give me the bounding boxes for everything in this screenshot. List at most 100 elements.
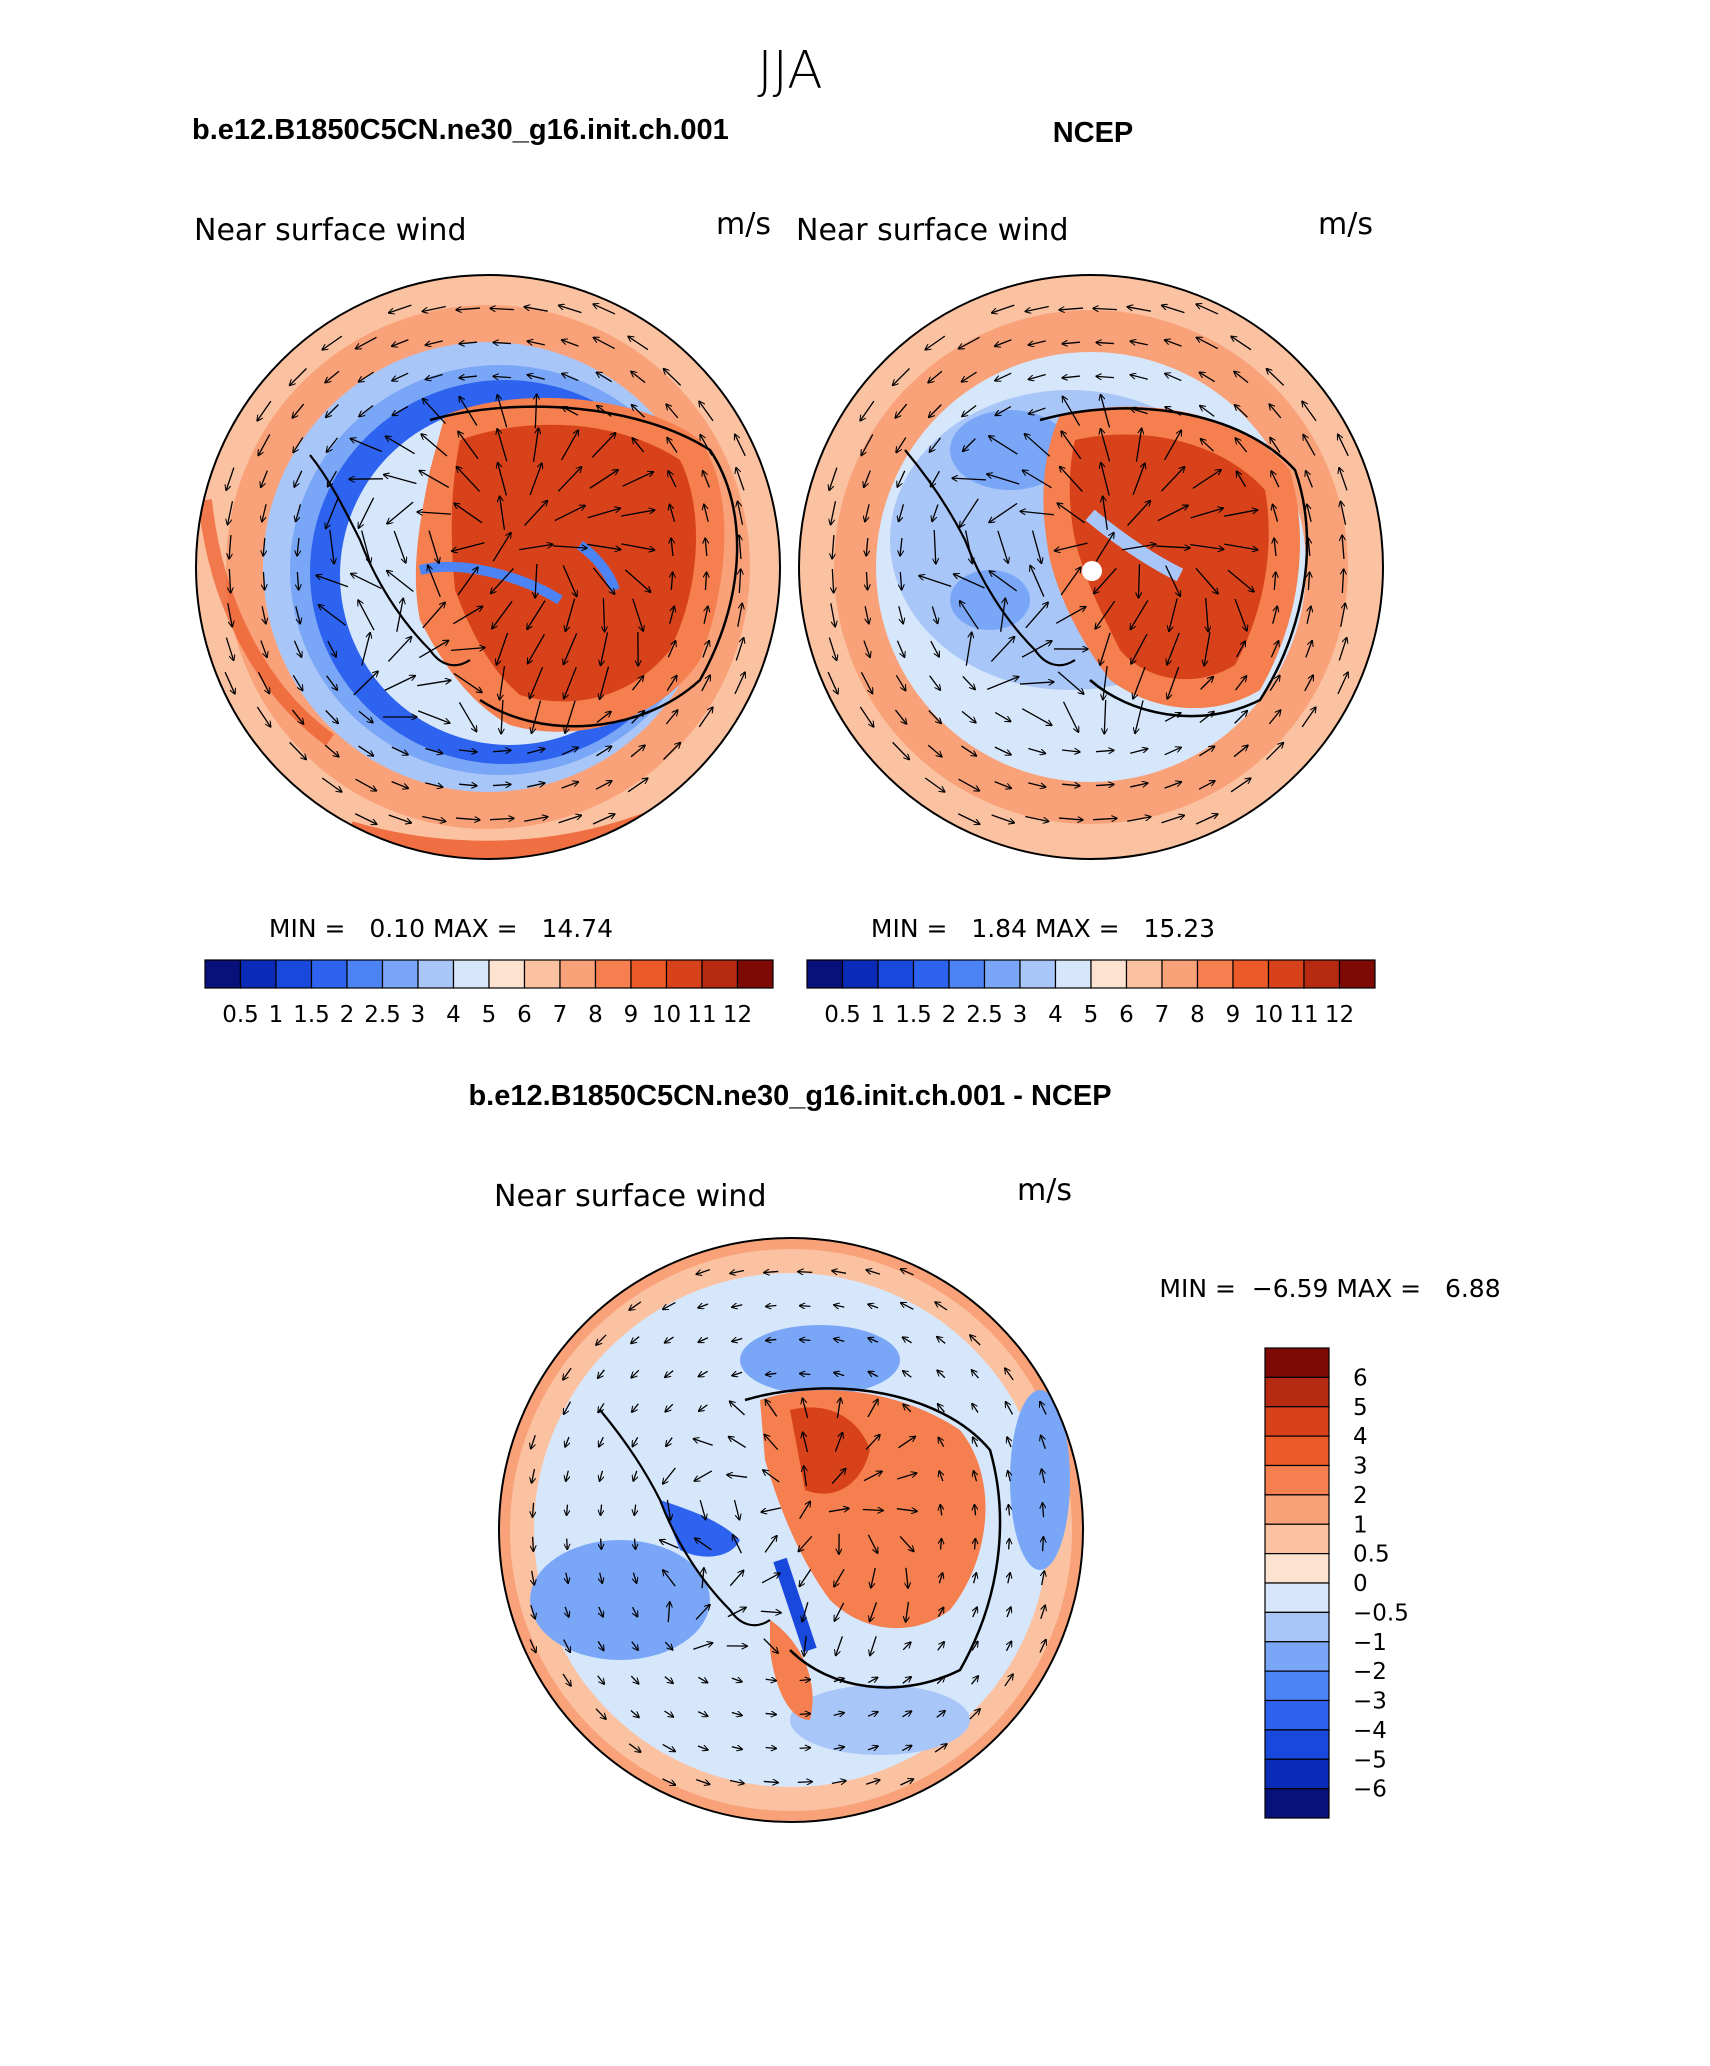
model-colorbar-swatch bbox=[418, 960, 454, 988]
diff-colorbar-tick-label: 0.5 bbox=[1353, 1542, 1390, 1568]
model-colorbar-swatch bbox=[631, 960, 667, 988]
obs-colorbar-swatch bbox=[1091, 960, 1127, 988]
diff-wind-field bbox=[499, 1238, 1083, 1822]
diff-colorbar-swatch bbox=[1265, 1730, 1329, 1759]
diff-panel-header: b.e12.B1850C5CN.ne30_g16.init.ch.001 - N… bbox=[468, 1080, 1111, 1112]
obs-colorbar-tick-label: 7 bbox=[1155, 1002, 1170, 1028]
obs-colorbar-swatch bbox=[1269, 960, 1305, 988]
model-wind-field bbox=[196, 275, 780, 859]
model-colorbar-swatch bbox=[702, 960, 738, 988]
obs-minmax-stats: MIN = 1.84 MAX = 15.23 bbox=[871, 914, 1215, 943]
diff-colorbar-tick-label: 0 bbox=[1353, 1571, 1368, 1597]
diff-colorbar-tick-label: 6 bbox=[1353, 1365, 1368, 1391]
diff-colorbar-swatch bbox=[1265, 1671, 1329, 1700]
model-colorbar-tick-label: 0.5 bbox=[222, 1002, 259, 1028]
model-colorbar-swatch bbox=[241, 960, 277, 988]
model-colorbar-swatch bbox=[738, 960, 774, 988]
obs-colorbar-swatch bbox=[1304, 960, 1340, 988]
wind-vector-arrow bbox=[800, 1340, 811, 1341]
page-title: JJA bbox=[757, 41, 822, 101]
wind-vector-arrow bbox=[533, 1537, 534, 1551]
diff-colorbar-swatch bbox=[1265, 1466, 1329, 1495]
obs-colorbar-swatch bbox=[807, 960, 843, 988]
obs-colorbar-tick-label: 6 bbox=[1119, 1002, 1134, 1028]
diff-colorbar-swatch bbox=[1265, 1642, 1329, 1671]
wind-vector-arrow bbox=[975, 1539, 976, 1550]
diff-colorbar-swatch bbox=[1265, 1348, 1329, 1377]
model-colorbar-tick-label: 8 bbox=[588, 1002, 603, 1028]
obs-colorbar-tick-label: 0.5 bbox=[824, 1002, 861, 1028]
model-minmax-stats: MIN = 0.10 MAX = 14.74 bbox=[269, 914, 613, 943]
obs-colorbar-swatch bbox=[1340, 960, 1376, 988]
model-colorbar-swatch bbox=[596, 960, 632, 988]
obs-wind-field bbox=[799, 275, 1383, 859]
model-units-label: m/s bbox=[716, 207, 771, 242]
model-colorbar-swatch bbox=[560, 960, 596, 988]
obs-colorbar-tick-label: 2 bbox=[942, 1002, 957, 1028]
wind-vector-arrow bbox=[1043, 1537, 1044, 1551]
obs-colorbar-swatch bbox=[914, 960, 950, 988]
model-colorbar-tick-label: 5 bbox=[482, 1002, 497, 1028]
diff-colorbar-tick-label: −5 bbox=[1353, 1747, 1387, 1773]
model-colorbar-tick-label: 6 bbox=[517, 1002, 532, 1028]
wind-vector-arrow bbox=[800, 1306, 811, 1307]
obs-colorbar-swatch bbox=[1233, 960, 1269, 988]
diff-colorbar-swatch bbox=[1265, 1612, 1329, 1641]
model-colorbar-swatch bbox=[276, 960, 312, 988]
model-colorbar-tick-label: 2 bbox=[340, 1002, 355, 1028]
model-colorbar-tick-label: 4 bbox=[446, 1002, 461, 1028]
model-colorbar-swatch bbox=[383, 960, 419, 988]
model-colorbar-tick-label: 3 bbox=[411, 1002, 426, 1028]
model-colorbar-swatch bbox=[347, 960, 383, 988]
model-colorbar-tick-label: 9 bbox=[624, 1002, 639, 1028]
model-colorbar-tick-label: 1 bbox=[269, 1002, 284, 1028]
diff-colorbar-swatch bbox=[1265, 1436, 1329, 1465]
obs-colorbar-tick-label: 1.5 bbox=[895, 1002, 932, 1028]
obs-colorbar-swatch bbox=[949, 960, 985, 988]
obs-colorbar-tick-label: 12 bbox=[1325, 1002, 1354, 1028]
obs-colorbar-tick-label: 4 bbox=[1048, 1002, 1063, 1028]
obs-colorbar-swatch bbox=[1020, 960, 1056, 988]
diff-colorbar-swatch bbox=[1265, 1524, 1329, 1553]
diff-colorbar-tick-label: −1 bbox=[1353, 1630, 1387, 1656]
diff-colorbar-swatch bbox=[1265, 1554, 1329, 1583]
diff-colorbar-swatch bbox=[1265, 1583, 1329, 1612]
obs-colorbar-swatch bbox=[843, 960, 879, 988]
diff-colorbar-tick-label: −6 bbox=[1353, 1777, 1387, 1803]
model-colorbar-tick-label: 7 bbox=[553, 1002, 568, 1028]
diff-colorbar-tick-label: 3 bbox=[1353, 1454, 1368, 1480]
model-colorbar-swatch bbox=[312, 960, 348, 988]
diff-colorbar-swatch bbox=[1265, 1495, 1329, 1524]
obs-colorbar-swatch bbox=[1127, 960, 1163, 988]
wind-vector-arrow bbox=[800, 1748, 811, 1749]
diff-colorbar-tick-label: 5 bbox=[1353, 1395, 1368, 1421]
model-colorbar-swatch bbox=[667, 960, 703, 988]
model-colorbar-tick-label: 2.5 bbox=[364, 1002, 401, 1028]
obs-colorbar-swatch bbox=[985, 960, 1021, 988]
diff-colorbar-tick-label: −0.5 bbox=[1353, 1600, 1409, 1626]
model-colorbar-tick-label: 1.5 bbox=[293, 1002, 330, 1028]
wind-vector-arrow bbox=[601, 1539, 602, 1550]
obs-polar-map bbox=[799, 275, 1383, 859]
model-colorbar-swatch bbox=[525, 960, 561, 988]
obs-panel-header: NCEP bbox=[1053, 117, 1134, 149]
wind-vector-arrow bbox=[798, 1272, 812, 1273]
obs-colorbar-tick-label: 2.5 bbox=[966, 1002, 1003, 1028]
diff-colorbar-tick-label: 4 bbox=[1353, 1424, 1368, 1450]
obs-colorbar-swatch bbox=[878, 960, 914, 988]
diff-minmax-stats: MIN = −6.59 MAX = 6.88 bbox=[1159, 1274, 1500, 1303]
obs-variable-label: Near surface wind bbox=[796, 213, 1069, 248]
obs-units-label: m/s bbox=[1318, 207, 1373, 242]
wind-vector-arrow bbox=[800, 1714, 811, 1715]
model-colorbar-swatch bbox=[205, 960, 241, 988]
model-colorbar-tick-label: 10 bbox=[652, 1002, 681, 1028]
obs-colorbar-tick-label: 9 bbox=[1226, 1002, 1241, 1028]
model-colorbar-swatch bbox=[489, 960, 525, 988]
obs-colorbar-tick-label: 3 bbox=[1013, 1002, 1028, 1028]
diff-colorbar-swatch bbox=[1265, 1407, 1329, 1436]
diff-polar-map bbox=[499, 1238, 1083, 1822]
obs-colorbar-tick-label: 1 bbox=[871, 1002, 886, 1028]
